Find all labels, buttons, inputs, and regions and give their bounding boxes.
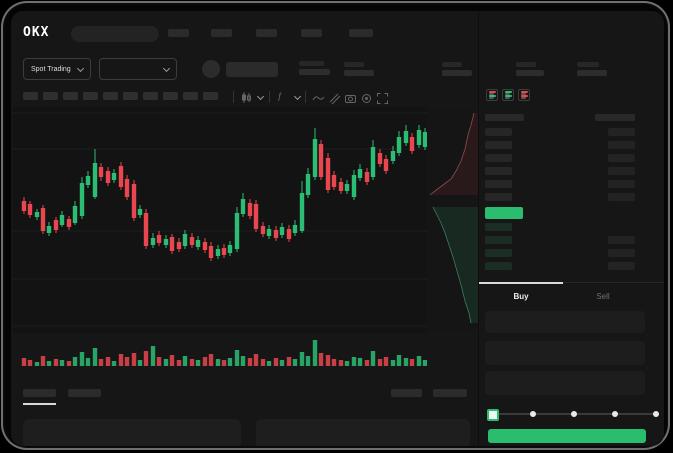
ask-amount-placeholder [608,180,635,188]
pair-name-placeholder [226,62,278,77]
price-input[interactable] [485,311,645,333]
interval-button-placeholder[interactable] [143,92,158,100]
orderbook-view-asks-icon[interactable] [518,89,530,101]
line-tool-icon[interactable] [312,92,325,105]
slider-handle[interactable] [487,409,499,421]
active-tab-indicator [479,282,563,284]
bottom-action-placeholder[interactable] [433,389,467,397]
trades-table-panel [256,419,470,446]
ask-price-placeholder[interactable] [485,193,512,201]
bid-price-placeholder[interactable] [485,249,512,257]
candlestick-chart[interactable] [13,107,427,333]
orderbook-view-bids-icon[interactable] [502,89,514,101]
interval-button-placeholder[interactable] [23,92,38,100]
chevron-down-icon [76,64,85,72]
orderbook-view-both-icon[interactable] [486,89,498,101]
orderbook-last-price-badge [485,207,523,219]
fullscreen-icon[interactable] [376,92,389,105]
okx-logo[interactable]: OKX [23,25,50,40]
tab-divider [563,282,664,283]
settings-gear-icon[interactable] [360,92,373,105]
interval-button-placeholder[interactable] [183,92,198,100]
nav-item-placeholder[interactable] [349,29,373,37]
panel-divider [478,11,479,446]
interval-button-placeholder[interactable] [203,92,218,100]
interval-button-placeholder[interactable] [103,92,118,100]
ask-price-placeholder[interactable] [485,128,512,136]
chevron-down-icon[interactable] [256,92,265,101]
bid-amount-placeholder [608,236,635,244]
bid-price-placeholder[interactable] [485,236,512,244]
chevron-down-icon [162,64,171,72]
tab-sell[interactable]: Sell [596,292,610,301]
camera-icon[interactable] [344,92,357,105]
depth-chart [427,109,478,331]
search-input[interactable] [71,26,159,42]
bottom-active-tab-indicator [23,403,56,405]
draw-tool-icon[interactable] [328,92,341,105]
interval-button-placeholder[interactable] [43,92,58,100]
slider-stop-dot[interactable] [571,411,577,417]
indicators-icon[interactable]: ƒ [277,91,283,101]
bid-price-placeholder[interactable] [485,262,512,270]
slider-stop-dot[interactable] [612,411,618,417]
ask-amount-placeholder [608,167,635,175]
buy-submit-button[interactable] [488,429,646,443]
slider-stop-dot[interactable] [530,411,536,417]
interval-button-placeholder[interactable] [163,92,178,100]
candle-style-icon[interactable] [240,91,253,104]
bid-amount-placeholder [608,262,635,270]
ask-price-placeholder[interactable] [485,167,512,175]
divider [233,91,234,103]
interval-button-placeholder[interactable] [123,92,138,100]
ask-price-placeholder[interactable] [485,180,512,188]
bid-price-placeholder[interactable] [485,223,512,231]
nav-item-placeholder[interactable] [301,29,322,37]
amount-input[interactable] [485,341,645,365]
tab-buy[interactable]: Buy [513,292,529,301]
interval-button-placeholder[interactable] [63,92,78,100]
slider-stop-dot[interactable] [653,411,659,417]
orderbook-col-price-header [485,114,524,121]
nav-item-placeholder[interactable] [256,29,277,37]
nav-item-placeholder[interactable] [168,29,189,37]
pair-dropdown[interactable] [99,58,177,80]
bottom-action-placeholder[interactable] [391,389,422,397]
ask-price-placeholder[interactable] [485,141,512,149]
orderbook-col-amount-header [595,114,635,121]
market-type-dropdown[interactable]: Spot Trading [23,58,91,80]
divider [269,91,270,103]
coin-avatar [202,60,220,78]
total-input[interactable] [485,371,645,395]
app-window: OKX Spot Trading ƒ [11,11,664,446]
divider [305,91,306,103]
bottom-tab-order-history[interactable] [68,389,101,397]
market-type-label: Spot Trading [31,65,71,73]
ask-amount-placeholder [608,141,635,149]
interval-button-placeholder[interactable] [83,92,98,100]
orders-table-panel [23,419,241,446]
volume-chart [21,340,427,366]
nav-item-placeholder[interactable] [211,29,232,37]
ask-amount-placeholder [608,128,635,136]
chevron-down-icon[interactable] [293,92,302,101]
bid-amount-placeholder [608,249,635,257]
ask-price-placeholder[interactable] [485,154,512,162]
bottom-tab-open-orders[interactable] [23,389,56,397]
ask-amount-placeholder [608,154,635,162]
ask-amount-placeholder [608,193,635,201]
